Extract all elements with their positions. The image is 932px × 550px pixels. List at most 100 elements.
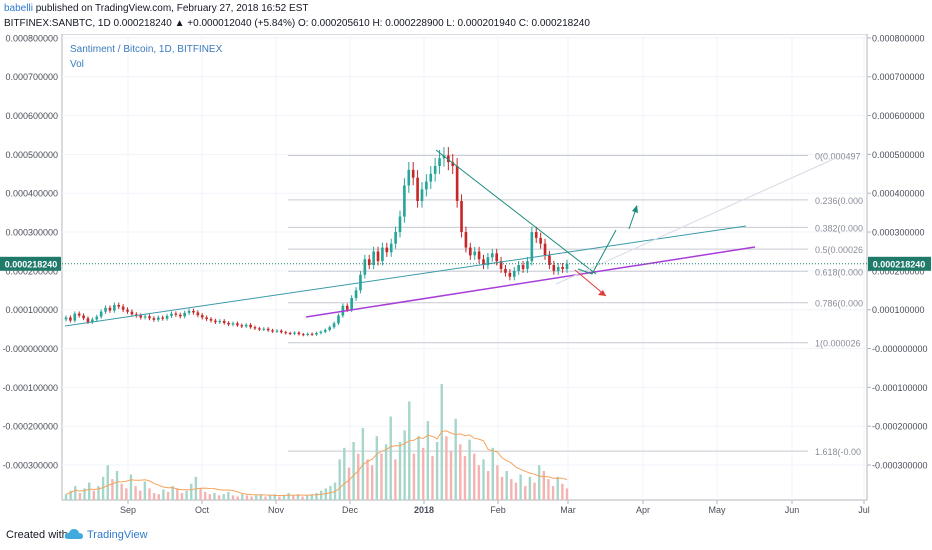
candle-body <box>464 232 468 248</box>
candle-body <box>143 316 147 318</box>
volume-bar <box>217 495 221 500</box>
x-tick-label: Apr <box>636 505 650 515</box>
volume-bar <box>180 493 184 500</box>
volume-bar <box>440 384 443 500</box>
candle-body <box>319 331 323 334</box>
candle-body <box>420 189 424 201</box>
fib-level-label: 0(0.000497 <box>815 152 861 162</box>
candle-body <box>249 324 252 328</box>
volume-bar <box>408 401 411 500</box>
candle-body <box>64 317 68 320</box>
candle-body <box>556 267 560 271</box>
candle-body <box>455 166 459 201</box>
volume-bar <box>296 494 300 500</box>
volume-bar <box>78 493 82 500</box>
candle-body <box>403 185 406 217</box>
candle-body <box>508 272 512 277</box>
candle-body <box>95 316 99 320</box>
volume-bar <box>370 465 374 500</box>
volume-bar <box>375 436 379 500</box>
tradingview-brand[interactable]: TradingView <box>87 529 148 541</box>
volume-bar <box>143 481 147 500</box>
candle-body <box>345 305 349 310</box>
x-tick-label: Jul <box>858 505 870 515</box>
candle-body <box>539 237 542 244</box>
candle-body <box>178 314 182 317</box>
volume-bar <box>213 493 216 500</box>
y-tick-label-left: 0.000200000 <box>5 266 58 276</box>
right-price-axis[interactable]: 0.000800000 0.000700000 0.000600000 0.00050… <box>867 34 928 471</box>
username[interactable]: babelli <box>4 3 33 14</box>
candle-body <box>363 259 367 275</box>
volume-bar <box>384 444 388 500</box>
volume-bar <box>510 479 513 500</box>
candle-body <box>214 320 217 323</box>
y-tick-label-left: 0.000600000 <box>5 111 58 121</box>
grid <box>62 34 867 500</box>
candle-body <box>126 309 129 312</box>
candle-body <box>73 313 77 321</box>
volume-bar <box>477 465 481 500</box>
volume-bar <box>125 488 128 500</box>
volume-bar <box>273 494 276 500</box>
candle-body <box>156 317 160 320</box>
candle-body <box>323 329 327 332</box>
volume-bar <box>208 494 212 500</box>
volume-bar <box>190 483 193 500</box>
candle-body <box>473 251 477 256</box>
projection-path-up <box>577 229 617 275</box>
candle-body <box>284 332 288 334</box>
volume-bar <box>166 491 170 500</box>
volume-bar <box>357 453 360 500</box>
x-tick-label: 2018 <box>414 505 434 515</box>
fib-level-label: 0.236(0.000 <box>815 196 863 206</box>
candle-body <box>139 315 143 318</box>
candle-body <box>468 247 472 256</box>
y-tick-label-right: 0.000400000 <box>872 189 925 199</box>
candle-body <box>134 314 138 316</box>
volume-bar <box>347 467 351 500</box>
candle-body <box>240 325 244 327</box>
price-chart[interactable]: 0(0.000497 0.236(0.000 0.382(0.000 0.5(0.00… <box>0 34 932 518</box>
volume-bar <box>459 444 462 500</box>
volume-bar <box>310 494 314 500</box>
volume-bar <box>148 488 151 500</box>
projection-arrow-down <box>574 269 607 297</box>
volume-bar <box>227 491 230 500</box>
candle-body <box>310 333 314 335</box>
y-tick-label-left: 0.000700000 <box>5 72 58 82</box>
candle-body <box>451 162 455 167</box>
volume-bar <box>514 482 518 500</box>
volume-bar <box>366 459 369 500</box>
fib-level-label: 0.382(0.000 <box>815 223 863 233</box>
candle-body <box>130 311 134 315</box>
candle-body <box>565 263 569 269</box>
candle-body <box>499 261 503 269</box>
y-tick-label-left: 0.000100000 <box>5 305 58 315</box>
y-tick-label-right: -0.000300000 <box>872 461 928 471</box>
last-price-tag-right <box>868 256 931 271</box>
candle-body <box>196 312 200 316</box>
volume-bar <box>533 482 536 500</box>
y-tick-label-right: 0.000100000 <box>872 305 925 315</box>
candle-body <box>301 334 305 336</box>
volume-bar <box>561 483 564 500</box>
candle-body <box>117 305 121 307</box>
candle-body <box>183 312 186 317</box>
volume-bar <box>352 442 355 500</box>
volume-bar <box>426 421 430 500</box>
candle-body <box>218 320 222 323</box>
fib-level-label: 1.618(-0.00 <box>815 447 861 457</box>
volume-bar <box>287 493 290 500</box>
candle-body <box>170 313 173 316</box>
time-axis[interactable]: Sep Oct Nov Dec 2018 Feb Mar Apr May Jun Jul <box>120 500 870 515</box>
candle-body <box>253 327 257 329</box>
candle-body <box>187 310 191 313</box>
candle-body <box>231 323 235 325</box>
ohlc-line: BITFINEX:SANBTC, 1D 0.000218240 ▲ +0.000… <box>4 18 590 29</box>
candle-body <box>271 330 274 332</box>
volume-bars <box>64 384 569 500</box>
volume-bar <box>254 495 258 500</box>
y-tick-label-left: -0.000200000 <box>2 422 58 432</box>
volume-bar <box>162 489 165 500</box>
